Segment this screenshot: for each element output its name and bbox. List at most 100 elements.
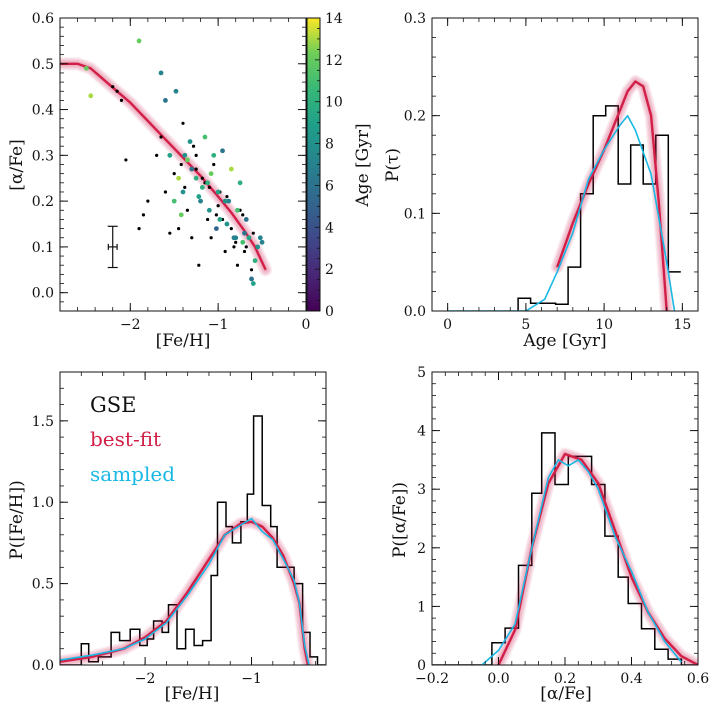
data-point	[229, 226, 233, 231]
data-point	[179, 162, 183, 167]
x-tick-label: 0.4	[620, 671, 642, 687]
data-point	[207, 185, 211, 189]
data-point	[206, 207, 212, 213]
x-tick-label: 0	[302, 317, 311, 333]
data-point	[209, 236, 213, 240]
data-point	[189, 166, 195, 172]
plot-area-alpha_distribution	[432, 432, 698, 665]
data-point	[173, 88, 179, 94]
y-tick-label: 0.0	[32, 658, 54, 674]
data-point	[235, 263, 240, 267]
y-tick-label: 1	[417, 599, 426, 615]
sampled-line-feh_distribution	[60, 517, 310, 665]
data-point	[171, 198, 177, 204]
colorbar-tick-label: 8	[325, 137, 334, 153]
error-bar	[107, 225, 118, 269]
data-point	[163, 190, 168, 194]
data-point	[146, 199, 150, 203]
x-tick-label: −2	[135, 671, 156, 687]
data-point	[234, 240, 238, 244]
data-point	[196, 194, 202, 199]
data-point	[167, 152, 173, 158]
panelD-ylabel: P([α/Fe])	[390, 482, 410, 558]
data-point	[119, 98, 124, 103]
y-tick-label: 0.1	[404, 206, 426, 222]
data-point	[202, 134, 208, 140]
x-tick-label: 5	[521, 317, 530, 333]
y-tick-label: 1.0	[32, 495, 54, 511]
data-point	[136, 38, 142, 44]
y-tick-label: 5	[417, 365, 426, 381]
sampled-line-alpha_distribution	[481, 459, 683, 665]
plot-area-age_distribution	[447, 74, 681, 311]
data-point	[225, 194, 229, 199]
x-tick-label: 0.6	[687, 671, 709, 687]
y-tick-label: 0.0	[32, 286, 54, 302]
data-point	[252, 258, 258, 264]
colorbar-gradient	[307, 18, 320, 311]
data-point	[250, 281, 256, 286]
age-colorbar: Age [Gyr] 0 2 4 6 8 10 12 14	[306, 11, 373, 320]
data-point	[124, 158, 128, 162]
y-tick-label: 0.4	[32, 103, 54, 119]
histogram-feh_distribution	[60, 415, 325, 665]
data-point	[190, 236, 194, 240]
data-point	[163, 98, 168, 103]
data-point	[251, 231, 255, 235]
data-point	[259, 239, 265, 245]
data-point	[242, 249, 247, 254]
data-point	[240, 239, 246, 245]
data-point	[191, 144, 196, 148]
colorbar-tick-label: 0	[325, 304, 334, 320]
panelC-xlabel: [Fe/H]	[165, 684, 220, 704]
x-tick-label: −1	[208, 317, 229, 333]
data-point	[185, 208, 189, 212]
data-point	[194, 153, 198, 157]
data-point	[181, 121, 185, 125]
data-point	[246, 235, 252, 241]
x-tick-label: 0	[443, 317, 452, 333]
x-tick-label: 15	[673, 317, 691, 333]
plot-area-alpha_vs_feh	[60, 38, 273, 286]
data-point	[237, 180, 243, 186]
y-tick-label: 0	[417, 658, 426, 674]
data-point	[111, 85, 115, 89]
age-distribution-panel: Age [Gyr] P(τ) 0 5 10 15 0.0 0.1 0.2 0.3	[383, 11, 699, 351]
x-tick-label: −2	[120, 317, 141, 333]
data-point	[155, 153, 159, 157]
colorbar-tick-label: 10	[325, 95, 343, 111]
data-point	[208, 171, 214, 177]
y-tick-label: 0.6	[32, 11, 54, 27]
legend-sampled: sampled	[90, 462, 175, 486]
data-point	[249, 268, 254, 272]
x-tick-label: 0.2	[554, 671, 576, 687]
data-point	[249, 276, 254, 282]
data-point	[213, 226, 219, 231]
data-point	[184, 157, 190, 163]
data-point	[242, 230, 247, 236]
data-point	[88, 93, 94, 99]
data-point	[216, 204, 220, 208]
colorbar-tick-label: 2	[325, 262, 334, 278]
axes-frame	[431, 371, 699, 666]
data-point	[187, 139, 193, 145]
best-fit-line-alpha_vs_feh	[60, 62, 267, 271]
legend-title: GSE	[90, 393, 137, 417]
data-point	[228, 166, 234, 172]
data-point	[222, 198, 228, 204]
y-tick-label: 0.0	[404, 304, 426, 320]
data-point	[182, 152, 188, 158]
y-tick-label: 0.2	[32, 194, 54, 210]
data-point	[231, 235, 237, 241]
y-tick-label: 3	[417, 482, 426, 498]
axes-frame	[59, 371, 327, 666]
axes-frame	[431, 17, 699, 312]
data-point	[141, 213, 146, 217]
data-point	[255, 244, 261, 250]
data-point	[232, 245, 236, 249]
data-point	[243, 217, 249, 222]
data-point	[137, 226, 141, 231]
y-tick-label: 0.3	[404, 11, 426, 27]
data-point	[200, 176, 204, 180]
